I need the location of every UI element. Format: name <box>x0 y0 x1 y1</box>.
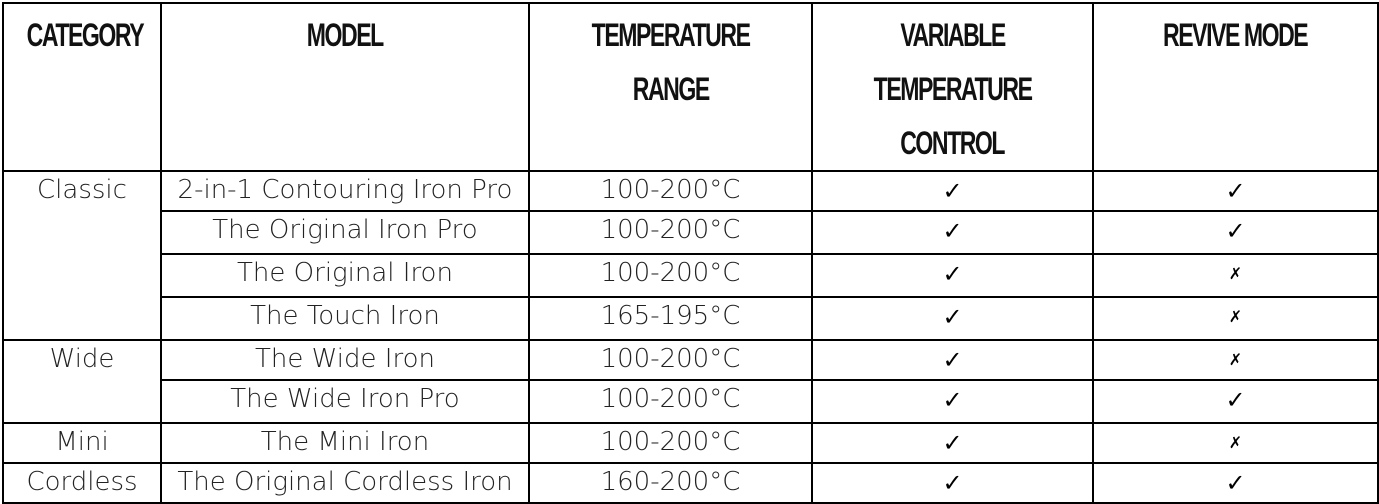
check-icon: ✓ <box>811 210 1094 255</box>
model-cell: The Touch Iron <box>160 296 530 341</box>
header-row: CATEGORY MODEL TEMPERATURE RANGE VARIABLE… <box>2 2 1379 172</box>
range-cell: 100-200°C <box>528 379 813 424</box>
cross-icon: ✗ <box>1092 339 1379 381</box>
category-cell-mini: Mini <box>2 422 162 464</box>
header-temperature-range: TEMPERATURE RANGE <box>528 2 813 172</box>
model-cell: The Wide Iron Pro <box>160 379 530 424</box>
cross-icon: ✗ <box>1092 253 1379 298</box>
header-variable-temperature-control: VARIABLE TEMPERATURE CONTROL <box>811 2 1094 172</box>
table-row: The Touch Iron 165-195°C ✓ ✗ <box>3 296 1379 341</box>
header-model: MODEL <box>160 2 530 172</box>
range-cell: 100-200°C <box>528 253 813 298</box>
header-category: CATEGORY <box>2 2 162 172</box>
check-icon: ✓ <box>811 462 1094 504</box>
header-revive-mode: REVIVE MODE <box>1092 2 1379 172</box>
category-cell-classic: Classic <box>2 170 162 341</box>
model-cell: The Wide Iron <box>160 339 530 381</box>
table-row: The Original Iron Pro 100-200°C ✓ ✓ <box>3 210 1379 255</box>
range-cell: 100-200°C <box>528 210 813 255</box>
model-cell: The Original Iron Pro <box>160 210 530 255</box>
model-cell: The Original Cordless Iron <box>160 462 530 504</box>
category-cell-cordless: Cordless <box>2 462 162 504</box>
range-cell: 100-200°C <box>528 339 813 381</box>
check-icon: ✓ <box>1092 210 1379 255</box>
table-row: The Original Iron 100-200°C ✓ ✗ <box>3 253 1379 298</box>
check-icon: ✓ <box>811 253 1094 298</box>
check-icon: ✓ <box>811 379 1094 424</box>
range-cell: 160-200°C <box>528 462 813 504</box>
check-icon: ✓ <box>1092 379 1379 424</box>
cross-icon: ✗ <box>1092 422 1379 464</box>
table-row: Classic 2-in-1 Contouring Iron Pro 100-2… <box>2 170 1379 341</box>
check-icon: ✓ <box>811 422 1094 464</box>
table-row: Cordless The Original Cordless Iron 160-… <box>2 462 1379 504</box>
check-icon: ✓ <box>1092 462 1379 504</box>
category-cell-wide: Wide <box>2 339 162 424</box>
table-row: Mini The Mini Iron 100-200°C ✓ ✗ <box>2 422 1379 464</box>
table-row: The Wide Iron Pro 100-200°C ✓ ✓ <box>3 379 1379 424</box>
model-cell: 2-in-1 Contouring Iron Pro <box>160 170 530 212</box>
model-cell: The Mini Iron <box>160 422 530 464</box>
check-icon: ✓ <box>811 296 1094 341</box>
range-cell: 100-200°C <box>528 170 813 212</box>
range-cell: 165-195°C <box>528 296 813 341</box>
table-row: Wide The Wide Iron 100-200°C ✓ ✗ <box>2 339 1379 424</box>
check-icon: ✓ <box>811 170 1094 212</box>
cross-icon: ✗ <box>1092 296 1379 341</box>
model-cell: The Original Iron <box>160 253 530 298</box>
check-icon: ✓ <box>1092 170 1379 212</box>
range-cell: 100-200°C <box>528 422 813 464</box>
check-icon: ✓ <box>811 339 1094 381</box>
